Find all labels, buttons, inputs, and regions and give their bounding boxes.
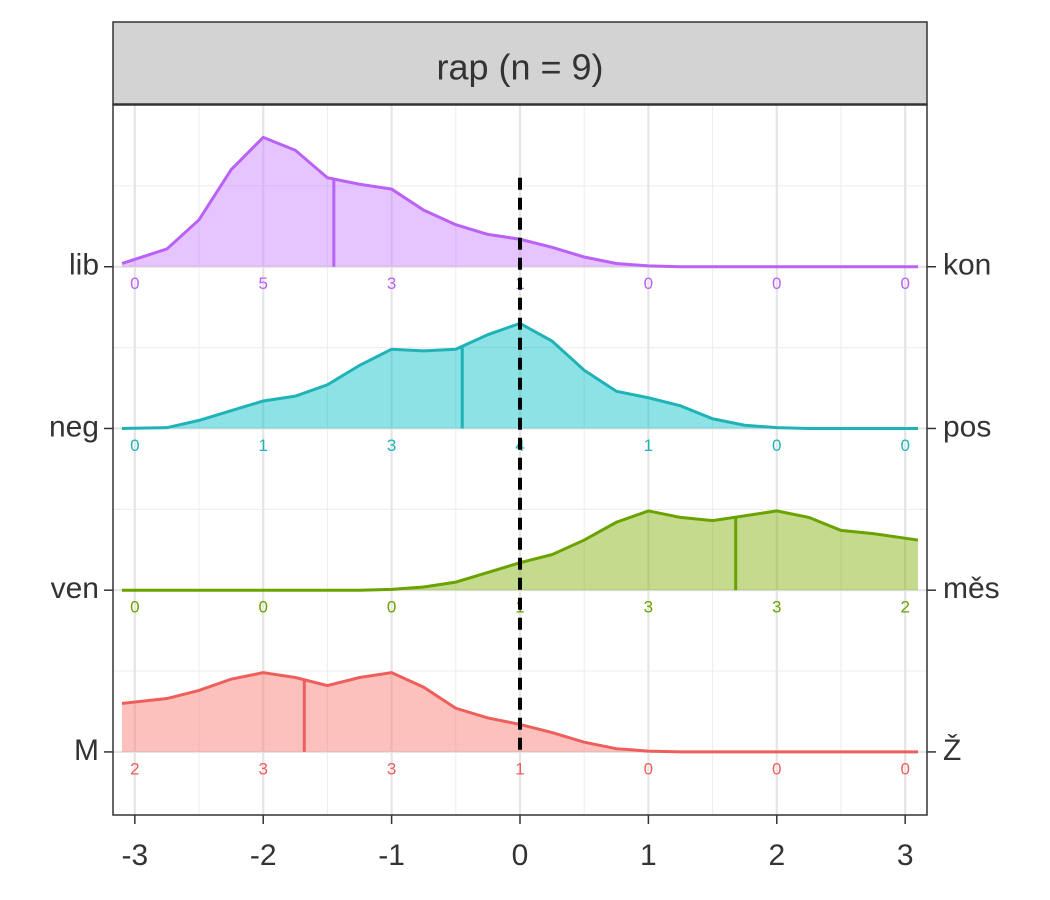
count-label: 3	[644, 598, 653, 617]
y-tick-label: lib	[69, 249, 99, 282]
density-area	[121, 510, 919, 591]
density-area	[121, 323, 919, 429]
count-label: 0	[258, 598, 267, 617]
x-tick-label: -1	[378, 839, 405, 872]
count-label: 0	[772, 759, 781, 778]
count-label: 3	[772, 598, 781, 617]
density-area	[121, 672, 919, 752]
count-label: 0	[644, 759, 653, 778]
count-label: 0	[387, 598, 396, 617]
count-label: 2	[130, 759, 139, 778]
y-tick-label: M	[74, 734, 99, 767]
x-tick-label: -3	[121, 839, 148, 872]
facet-strip	[112, 21, 928, 105]
x-tick-label: 3	[897, 839, 914, 872]
count-label: 0	[644, 274, 653, 293]
count-label: 1	[258, 436, 267, 455]
count-label: 3	[258, 759, 267, 778]
y2-tick-label: pos	[943, 410, 991, 443]
count-label: 0	[772, 274, 781, 293]
count-label: 1	[644, 436, 653, 455]
count-label: 1	[515, 759, 524, 778]
count-label: 0	[130, 274, 139, 293]
density-area	[121, 137, 919, 267]
count-label: 0	[900, 436, 909, 455]
x-tick-label: 1	[640, 839, 657, 872]
count-label: 0	[130, 436, 139, 455]
y2-tick-label: Ž	[943, 734, 961, 767]
x-tick-label: 0	[512, 839, 529, 872]
y2-tick-label: kon	[943, 249, 991, 282]
count-label: 2	[900, 598, 909, 617]
y-tick-label: neg	[49, 410, 99, 443]
count-label: 0	[900, 759, 909, 778]
y2-tick-label: měs	[943, 572, 1000, 605]
count-label: 0	[130, 598, 139, 617]
x-tick-label: 2	[768, 839, 785, 872]
count-label: 3	[387, 759, 396, 778]
count-label: 5	[258, 274, 267, 293]
x-tick-label: -2	[250, 839, 277, 872]
count-label: 3	[387, 274, 396, 293]
y-tick-label: ven	[51, 572, 99, 605]
count-label: 0	[772, 436, 781, 455]
count-label: 3	[387, 436, 396, 455]
facet-title: rap (n = 9)	[436, 47, 603, 88]
count-label: 0	[900, 274, 909, 293]
